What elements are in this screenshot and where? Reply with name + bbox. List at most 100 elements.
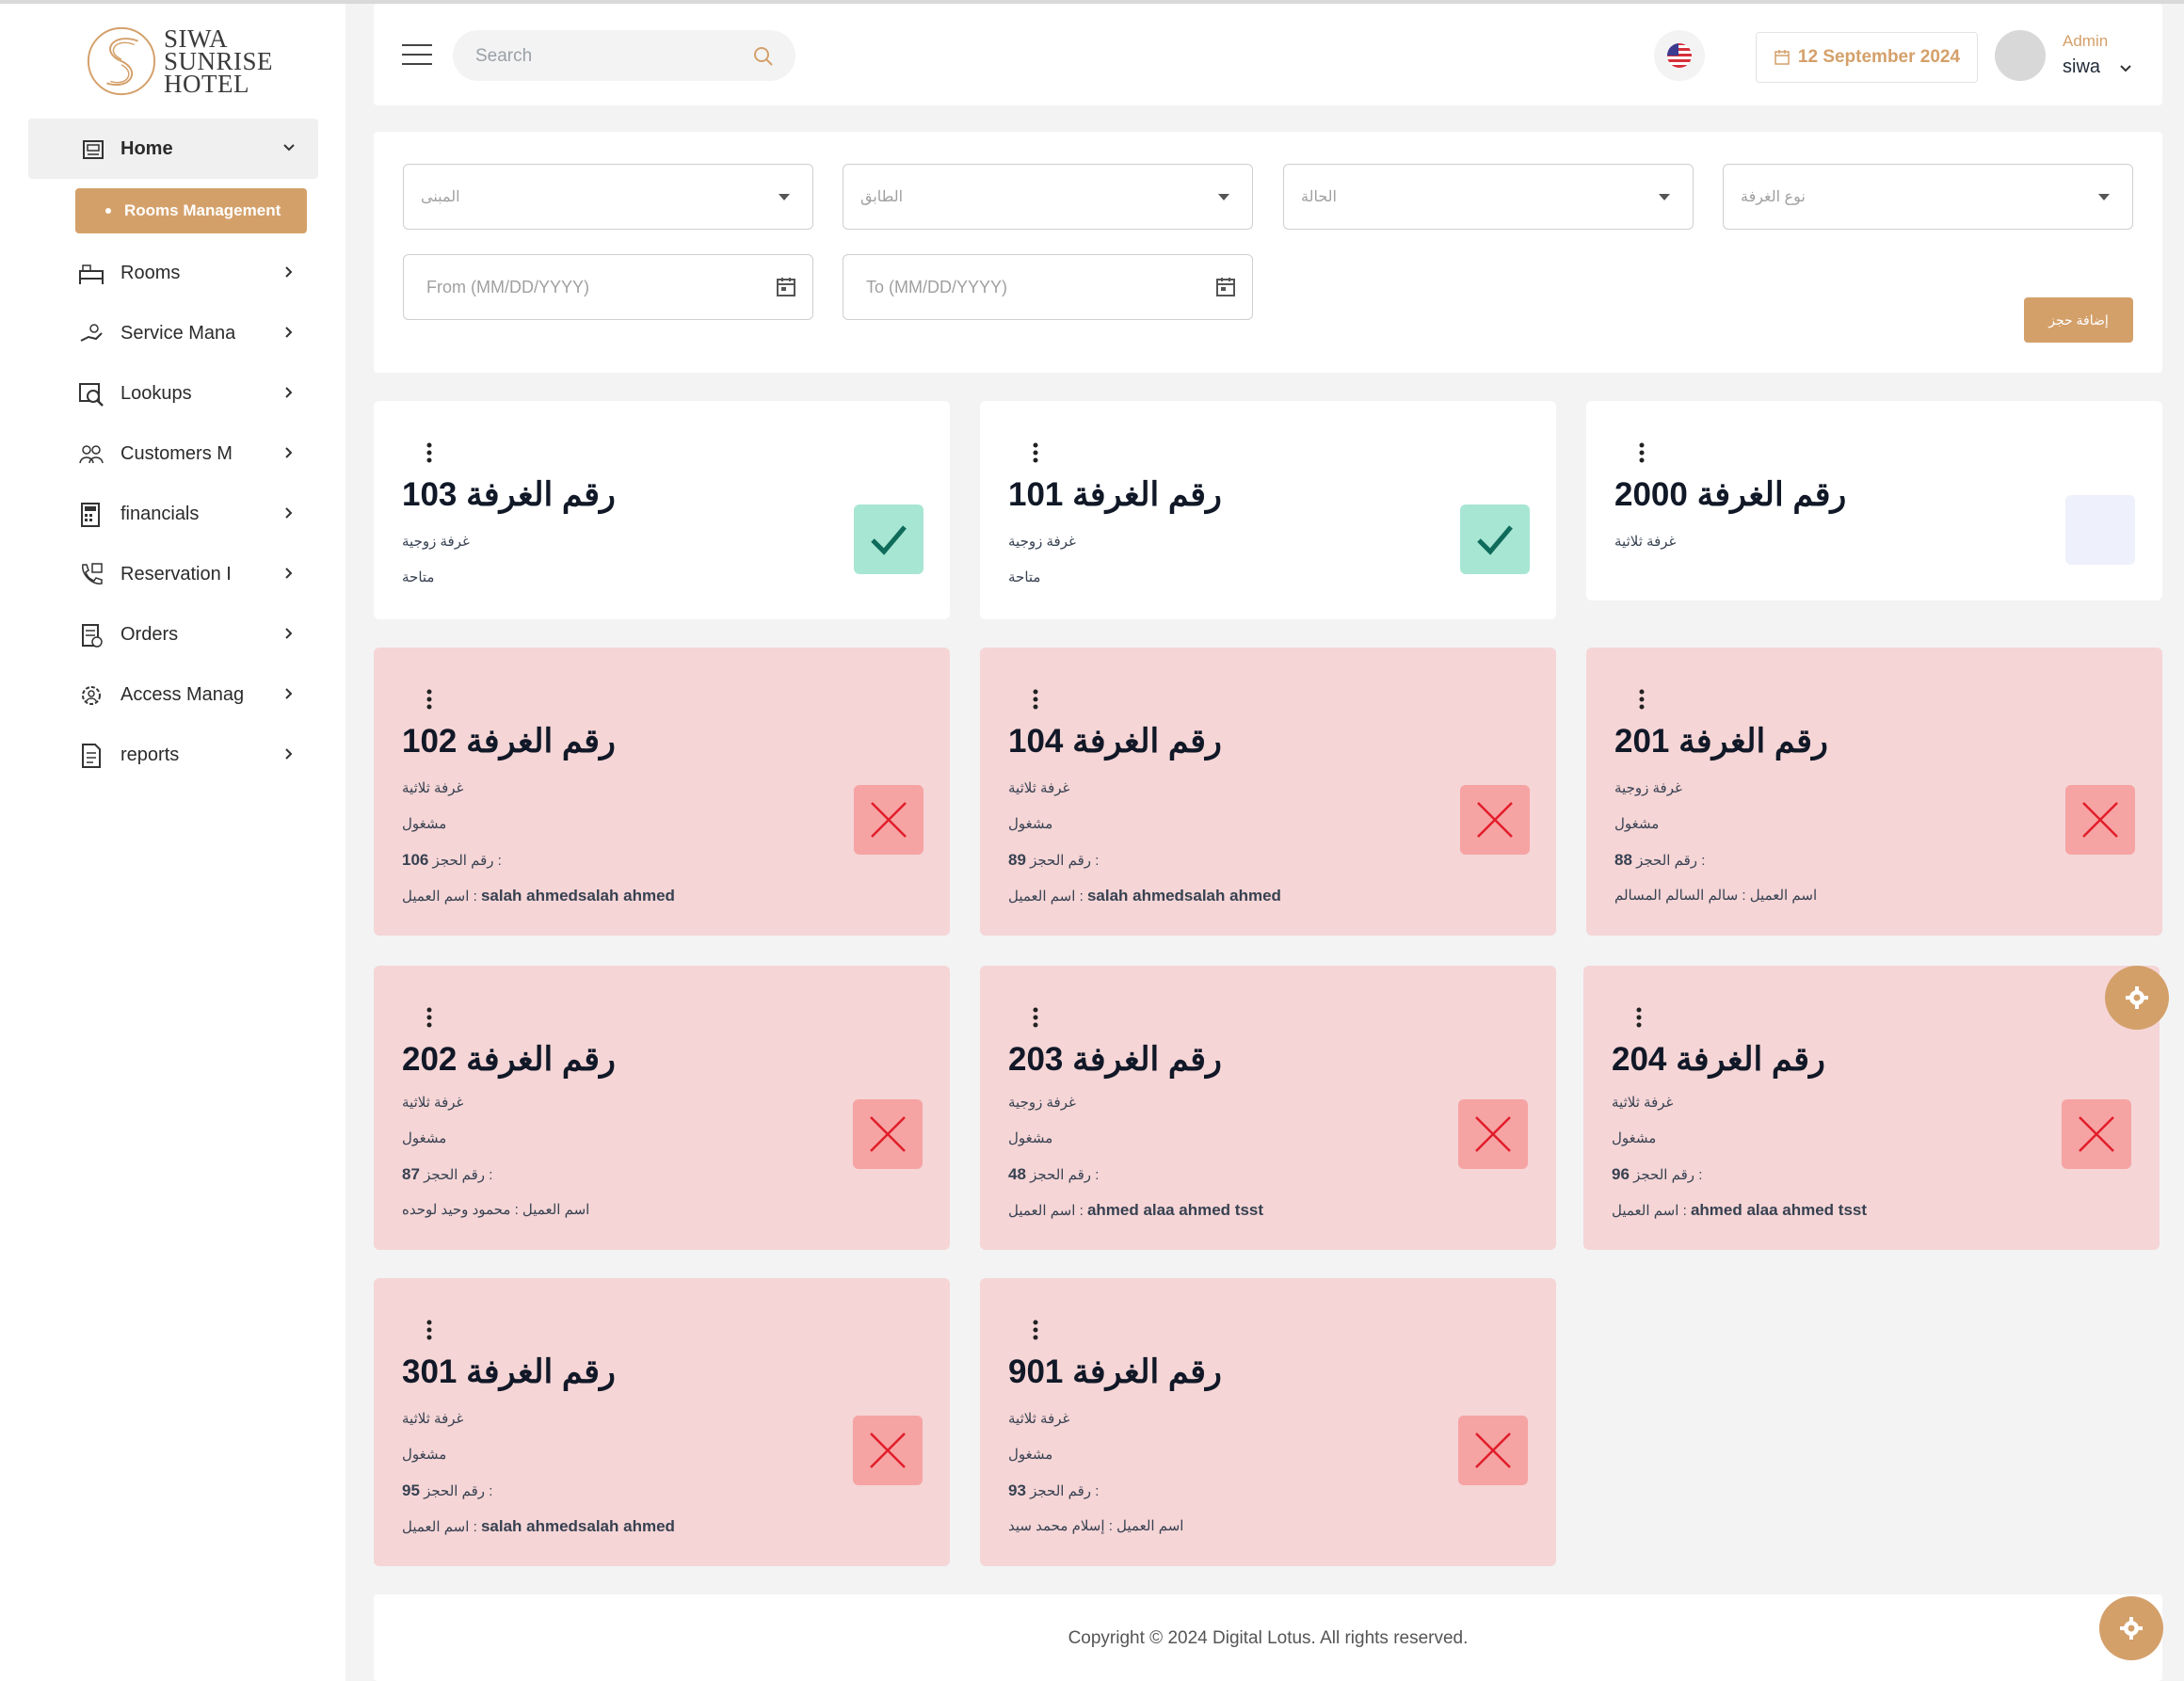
sidebar-subitem-rooms-management[interactable]: Rooms Management [75,188,307,233]
sidebar-item-label: Rooms [120,262,181,283]
more-options-icon[interactable] [1033,689,1038,710]
sidebar-item-label: Service Mana [120,322,236,344]
caret-down-icon [2098,194,2110,200]
room-card[interactable]: رقم الغرفة 2000 غرفة ثلاثية [1586,401,2162,600]
add-reservation-button[interactable]: إضافة حجز [2024,297,2133,343]
sidebar-item-label: Lookups [120,382,192,404]
booking-value: 96 [1612,1165,1630,1183]
room-type: غرفة زوجية [402,534,470,550]
calendar-icon[interactable] [775,276,797,298]
language-flag-button[interactable] [1654,30,1705,81]
room-card[interactable]: رقم الغرفة 901 غرفة ثلاثية مشغول 93 رقم … [980,1278,1556,1566]
logo-line-2: SUNRISE [164,47,274,75]
room-type: غرفة زوجية [1008,1095,1076,1111]
sidebar-item-label: Orders [120,623,179,645]
user-name[interactable]: siwa [2063,56,2101,77]
floor-placeholder: الطابق [860,189,904,205]
search-input[interactable] [474,30,750,83]
avatar[interactable] [1995,30,2046,81]
sidebar-nav: Home Rooms Management Rooms Service Mana… [28,119,318,785]
sidebar-item-label: Reservation I [120,563,232,584]
more-options-icon[interactable] [1636,1007,1642,1028]
room-type-select[interactable]: نوع الغرفة [1723,164,2133,230]
status-select[interactable]: الحالة [1283,164,1694,230]
client-name: اسم العميل : ahmed alaa ahmed tsst [1612,1201,1867,1220]
top-header: 12 September 2024 Admin siwa [374,4,2162,105]
settings-button[interactable] [2099,1596,2163,1660]
calendar-icon[interactable] [1214,276,1237,298]
logo-swirl-icon [87,26,156,96]
floor-select[interactable]: الطابق [843,164,1253,230]
client-value: salah ahmedsalah ahmed [480,887,675,905]
occupied-badge [1460,785,1530,855]
sidebar-item-reports[interactable]: reports [28,725,318,785]
building-select[interactable]: المبنى [403,164,813,230]
booking-label: رقم الحجز : [1030,1167,1100,1183]
to-date-field[interactable]: To (MM/DD/YYYY) [843,254,1253,320]
client-label: اسم العميل : [402,1519,477,1535]
room-card[interactable]: رقم الغرفة 203 غرفة زوجية مشغول 48 رقم ا… [980,966,1556,1250]
sidebar-item-label: Customers M [120,442,233,464]
room-card[interactable]: رقم الغرفة 103 غرفة زوجية متاحة [374,401,950,619]
sidebar-item-customers[interactable]: Customers M [28,424,318,484]
sidebar-item-home[interactable]: Home [28,119,318,179]
report-icon [82,744,101,768]
calculator-icon [81,503,100,527]
lookup-icon [79,383,104,407]
occupied-badge [853,1416,923,1485]
room-type: غرفة ثلاثية [1614,534,1677,550]
sidebar-item-lookups[interactable]: Lookups [28,363,318,424]
available-badge [854,504,923,574]
room-card[interactable]: رقم الغرفة 201 غرفة زوجية مشغول 88 رقم ا… [1586,648,2162,936]
sidebar-item-service-management[interactable]: Service Mana [28,303,318,363]
booking-value: 106 [402,851,429,869]
room-card[interactable]: رقم الغرفة 301 غرفة ثلاثية مشغول 95 رقم … [374,1278,950,1566]
sidebar-item-rooms[interactable]: Rooms [28,243,318,303]
more-options-icon[interactable] [1639,442,1645,463]
booking-label: رقم الحجز : [424,1167,493,1183]
room-card[interactable]: رقم الغرفة 104 غرفة ثلاثية مشغول 89 رقم … [980,648,1556,936]
more-options-icon[interactable] [426,442,432,463]
booking-value: 93 [1008,1481,1026,1499]
more-options-icon[interactable] [426,689,432,710]
more-options-icon[interactable] [1639,689,1645,710]
sidebar-item-orders[interactable]: Orders [28,604,318,664]
room-card[interactable]: رقم الغرفة 101 غرفة زوجية متاحة [980,401,1556,619]
sidebar-item-access-management[interactable]: Access Manag [28,664,318,725]
hotel-logo[interactable]: SIWA SUNRISE HOTEL [85,24,273,98]
sidebar-item-financials[interactable]: financials [28,484,318,544]
settings-button[interactable] [2105,966,2169,1030]
chevron-right-icon [285,266,293,278]
room-type: غرفة زوجية [1614,780,1682,796]
room-card[interactable]: رقم الغرفة 102 غرفة ثلاثية مشغول 106 رقم… [374,648,950,936]
room-status: مشغول [1008,1447,1053,1463]
logo-line-3: HOTEL [164,70,249,98]
hamburger-menu-icon[interactable] [402,43,432,66]
room-title: رقم الغرفة 203 [1008,1041,1222,1078]
booking-number: 96 رقم الحجز : [1612,1165,1702,1184]
occupied-badge [1458,1416,1528,1485]
from-date-field[interactable]: From (MM/DD/YYYY) [403,254,813,320]
client-value: salah ahmedsalah ahmed [480,1517,675,1535]
room-status: مشغول [402,816,447,832]
more-options-icon[interactable] [426,1320,432,1340]
footer: Copyright © 2024 Digital Lotus. All righ… [374,1594,2162,1681]
client-label: اسم العميل : [1008,1203,1084,1219]
more-options-icon[interactable] [426,1007,432,1028]
close-x-icon [871,802,907,838]
more-options-icon[interactable] [1033,442,1038,463]
booking-number: 89 رقم الحجز : [1008,851,1099,870]
search-icon[interactable] [752,45,775,68]
booking-number: 95 رقم الحجز : [402,1481,492,1500]
more-options-icon[interactable] [1033,1320,1038,1340]
sidebar-item-reservation[interactable]: Reservation I [28,544,318,604]
room-card[interactable]: رقم الغرفة 204 غرفة ثلاثية مشغول 96 رقم … [1583,966,2160,1250]
more-options-icon[interactable] [1033,1007,1038,1028]
room-type: غرفة ثلاثية [1008,1411,1070,1427]
window-top-border [0,0,2184,4]
date-display[interactable]: 12 September 2024 [1756,32,1978,83]
chevron-down-icon[interactable] [2117,60,2134,77]
sidebar-item-label: Access Manag [120,683,245,705]
room-card[interactable]: رقم الغرفة 202 غرفة ثلاثية مشغول 87 رقم … [374,966,950,1250]
booking-number: 87 رقم الحجز : [402,1165,492,1184]
